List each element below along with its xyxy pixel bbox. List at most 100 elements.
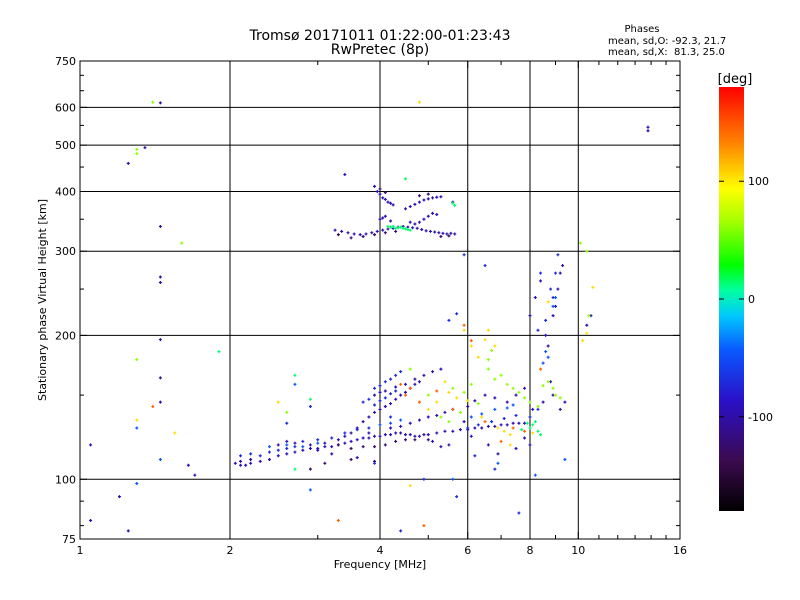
data-point — [343, 173, 347, 177]
data-point — [493, 424, 497, 428]
data-point — [413, 438, 417, 442]
data-point — [333, 228, 337, 232]
data-point — [186, 463, 190, 467]
data-point — [336, 443, 340, 447]
data-points — [89, 100, 650, 533]
data-point — [466, 404, 470, 408]
y-axis: 75 100 200 300 400 500 600 750 — [55, 55, 680, 546]
data-point — [399, 529, 403, 533]
data-point — [563, 400, 567, 404]
data-point — [293, 450, 297, 454]
data-point — [367, 436, 371, 440]
data-point — [340, 229, 344, 233]
data-point — [511, 403, 515, 407]
data-point — [462, 390, 466, 394]
data-point — [533, 420, 537, 424]
data-point — [447, 234, 451, 238]
data-point — [383, 191, 387, 195]
data-point — [428, 229, 432, 233]
data-point — [396, 226, 400, 230]
data-point — [431, 439, 435, 443]
data-point — [426, 393, 430, 397]
data-point — [462, 328, 466, 332]
data-point — [443, 429, 447, 433]
data-point — [551, 314, 555, 318]
data-point — [417, 220, 421, 224]
data-point — [135, 147, 139, 151]
x-axis-label: Frequency [MHz] — [334, 558, 426, 571]
data-point — [533, 296, 537, 300]
data-point — [403, 390, 407, 394]
data-point — [511, 426, 515, 430]
data-point — [389, 415, 393, 419]
data-point — [528, 314, 532, 318]
data-point — [447, 443, 451, 447]
data-point — [486, 443, 490, 447]
data-point — [408, 421, 412, 425]
data-point — [408, 220, 412, 224]
data-point — [381, 228, 385, 232]
data-point — [239, 454, 243, 458]
x-axis: 1 2 4 6 8 10 16 — [77, 61, 687, 557]
data-point — [403, 177, 407, 181]
data-point — [244, 463, 248, 467]
data-point — [135, 426, 139, 430]
data-point — [249, 452, 253, 456]
data-point — [135, 152, 139, 156]
data-point — [536, 404, 540, 408]
data-point — [413, 382, 417, 386]
data-point — [413, 222, 417, 226]
data-point — [276, 400, 280, 404]
data-point — [308, 443, 312, 447]
data-point — [546, 344, 550, 348]
data-point — [193, 473, 197, 477]
colorbar-tick-label: 0 — [748, 293, 755, 306]
data-point — [458, 410, 462, 414]
data-point — [233, 461, 237, 465]
data-point — [546, 355, 550, 359]
data-point — [378, 434, 382, 438]
data-point — [553, 296, 557, 300]
data-point — [389, 201, 393, 205]
data-point — [541, 400, 545, 404]
data-point — [422, 373, 426, 377]
data-point — [413, 202, 417, 206]
data-point — [367, 397, 371, 401]
data-point — [447, 390, 451, 394]
data-point — [293, 467, 297, 471]
data-point — [531, 423, 535, 427]
data-point — [462, 253, 466, 257]
data-point — [135, 481, 139, 485]
data-point — [361, 235, 365, 239]
data-point — [394, 226, 398, 230]
data-point — [394, 431, 398, 435]
data-point — [514, 393, 518, 397]
data-point — [343, 441, 347, 445]
data-point — [514, 446, 518, 450]
data-point — [258, 459, 262, 463]
data-point — [514, 413, 518, 417]
data-point — [426, 192, 430, 196]
data-point — [536, 429, 540, 433]
x-tick-label: 8 — [527, 544, 534, 557]
data-point — [424, 229, 428, 233]
data-point — [496, 426, 500, 430]
data-point — [381, 216, 385, 220]
data-point — [285, 452, 289, 456]
data-point — [469, 434, 473, 438]
data-point — [486, 328, 490, 332]
data-point — [422, 477, 426, 481]
data-point — [486, 358, 490, 362]
data-point — [349, 446, 353, 450]
data-point — [483, 338, 487, 342]
data-point — [394, 385, 398, 389]
data-point — [544, 350, 548, 354]
data-point — [439, 367, 443, 371]
data-point — [508, 443, 512, 447]
data-point — [455, 495, 459, 499]
data-point — [520, 428, 524, 432]
grid-lines — [80, 61, 680, 539]
data-point — [426, 197, 430, 201]
data-point — [473, 454, 477, 458]
